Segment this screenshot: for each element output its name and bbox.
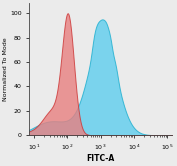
X-axis label: FITC-A: FITC-A bbox=[87, 154, 115, 163]
Y-axis label: Normalized To Mode: Normalized To Mode bbox=[4, 38, 8, 101]
